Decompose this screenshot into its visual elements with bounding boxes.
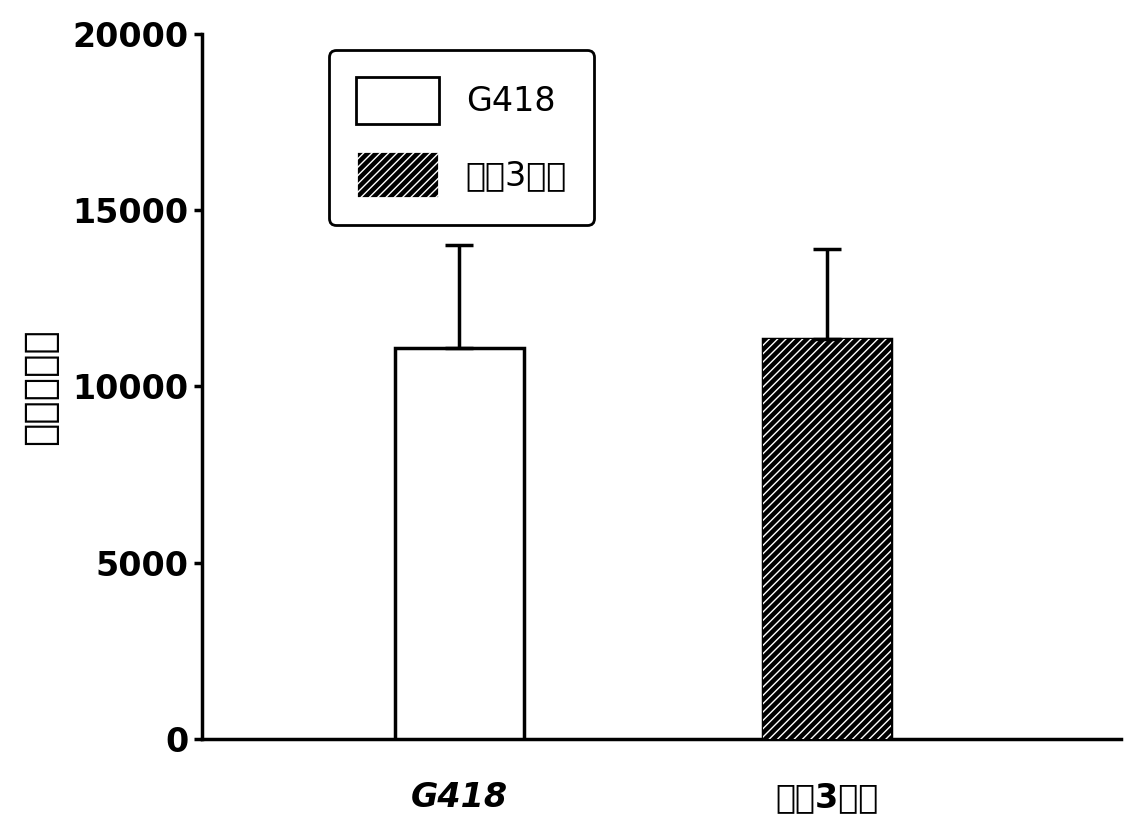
Bar — [395, 347, 524, 739]
Bar — [763, 339, 892, 739]
Y-axis label: 相对发光値: 相对发光値 — [21, 328, 59, 445]
Text: G418: G418 — [411, 781, 508, 814]
Legend: G418, 吵咵3甲醇: G418, 吵咵3甲醇 — [329, 51, 594, 225]
Bar — [763, 339, 892, 739]
Text: 吵咵3甲醇: 吵咵3甲醇 — [775, 781, 878, 814]
